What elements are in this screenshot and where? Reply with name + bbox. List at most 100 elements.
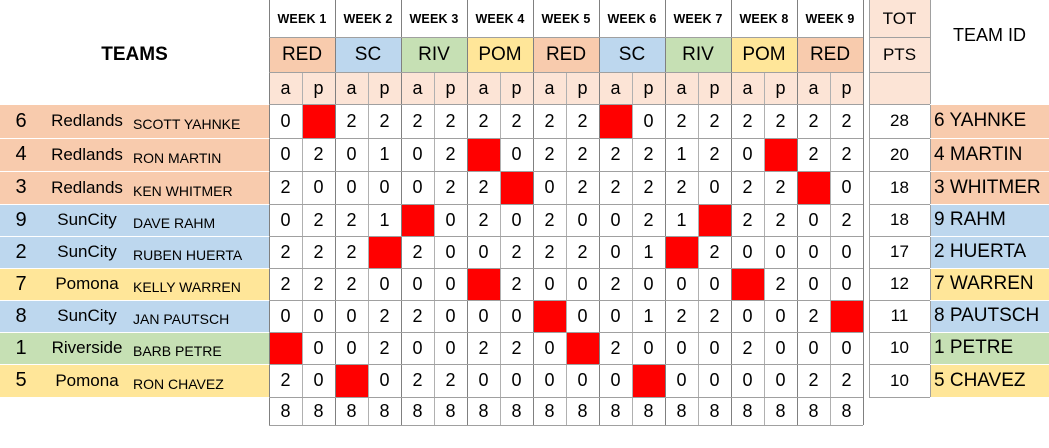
- bye-cell: [797, 171, 830, 204]
- away-label: a: [533, 72, 566, 104]
- score-cell: 2: [478, 177, 489, 197]
- column-count: 8: [445, 400, 456, 421]
- score-cell: 0: [346, 337, 357, 358]
- score-cell: 2: [280, 370, 291, 390]
- score-cell: 0: [709, 177, 720, 197]
- grid-line: [269, 204, 863, 205]
- score-cell: 0: [511, 305, 522, 326]
- score-cell: 2: [709, 305, 720, 326]
- score-cell: 1: [643, 241, 654, 262]
- grid-line: [269, 236, 863, 237]
- column-count: 8: [577, 400, 588, 421]
- score-cell: 2: [412, 241, 423, 262]
- team-id: 6 YAHNKE: [930, 104, 1049, 138]
- bye-cell: [302, 104, 335, 138]
- bye-cell: [731, 268, 764, 300]
- score-cell: 2: [346, 273, 357, 294]
- score-cell: 2: [808, 370, 819, 390]
- week-header: WEEK 4: [475, 11, 525, 26]
- score-cell: 0: [280, 209, 291, 230]
- opponent-label: RED: [533, 37, 599, 72]
- grid-line: [863, 0, 864, 425]
- score-cell: 2: [808, 110, 819, 131]
- grid-line: [302, 72, 303, 425]
- team-row-bg: [0, 104, 269, 138]
- score-cell: 0: [379, 370, 390, 390]
- score-cell: 0: [775, 305, 786, 326]
- column-count: 8: [280, 400, 291, 421]
- total-points: 12: [890, 274, 909, 293]
- score-cell: 0: [610, 209, 621, 230]
- grid-line: [930, 138, 1049, 139]
- bye-cell: [632, 364, 665, 397]
- score-cell: 0: [742, 370, 753, 390]
- pocket-label: p: [500, 72, 533, 104]
- opponent-label: RED: [269, 37, 335, 72]
- grid-line: [269, 425, 863, 426]
- grid-line: [930, 171, 1049, 172]
- bye-cell: [335, 364, 368, 397]
- grid-line: [0, 268, 269, 269]
- grid-line: [869, 0, 870, 397]
- bye-cell: [500, 171, 533, 204]
- team-city: SunCity: [57, 306, 117, 325]
- score-cell: 0: [412, 337, 423, 358]
- bye-cell: [665, 236, 698, 268]
- score-cell: 2: [577, 241, 588, 262]
- score-cell: 2: [478, 110, 489, 131]
- score-cell: 0: [511, 144, 522, 164]
- score-cell: 0: [709, 370, 720, 390]
- bye-cell: [830, 300, 863, 332]
- score-cell: 2: [577, 110, 588, 131]
- score-cell: 1: [379, 144, 390, 164]
- score-cell: 2: [346, 209, 357, 230]
- score-cell: 2: [676, 177, 687, 197]
- team-row-bg: [0, 268, 269, 300]
- score-cell: 0: [445, 337, 456, 358]
- grid-line: [269, 104, 863, 105]
- grid-line: [665, 0, 666, 425]
- grid-line: [930, 300, 1049, 301]
- pocket-label: p: [566, 72, 599, 104]
- grid-line: [0, 236, 269, 237]
- away-label: a: [335, 72, 368, 104]
- away-label: a: [269, 72, 302, 104]
- score-cell: 2: [808, 144, 819, 164]
- total-points: 11: [890, 306, 909, 325]
- score-cell: 0: [808, 273, 819, 294]
- score-cell: 2: [511, 337, 522, 358]
- grid-line: [869, 236, 930, 237]
- score-cell: 0: [346, 144, 357, 164]
- score-cell: 0: [280, 305, 291, 326]
- player-name: KEN WHITMER: [133, 182, 233, 199]
- grid-line: [0, 171, 269, 172]
- total-points: 20: [890, 144, 909, 164]
- score-cell: 0: [412, 177, 423, 197]
- pocket-label: p: [434, 72, 467, 104]
- score-cell: 2: [841, 370, 852, 390]
- score-cell: 2: [379, 305, 390, 326]
- score-cell: 0: [544, 273, 555, 294]
- score-cell: 0: [379, 273, 390, 294]
- score-cell: 0: [445, 305, 456, 326]
- team-id: 7 WARREN: [930, 268, 1049, 300]
- grid-line: [869, 72, 930, 73]
- score-cell: 0: [808, 337, 819, 358]
- grid-line: [269, 72, 863, 73]
- player-name: DAVE RAHM: [133, 215, 216, 231]
- score-cell: 0: [742, 144, 753, 164]
- grid-line: [0, 300, 269, 301]
- grid-line: [434, 72, 435, 425]
- grid-line: [869, 300, 930, 301]
- score-cell: 0: [412, 144, 423, 164]
- score-cell: 2: [445, 144, 456, 164]
- team-city: Redlands: [51, 144, 123, 164]
- player-name: RON MARTIN: [133, 149, 222, 166]
- grid-line: [0, 104, 269, 105]
- score-cell: 0: [742, 241, 753, 262]
- week-header: WEEK 7: [673, 11, 723, 26]
- bye-cell: [269, 332, 302, 364]
- pocket-label: p: [764, 72, 797, 104]
- grid-line: [930, 268, 1049, 269]
- grid-line: [731, 0, 732, 425]
